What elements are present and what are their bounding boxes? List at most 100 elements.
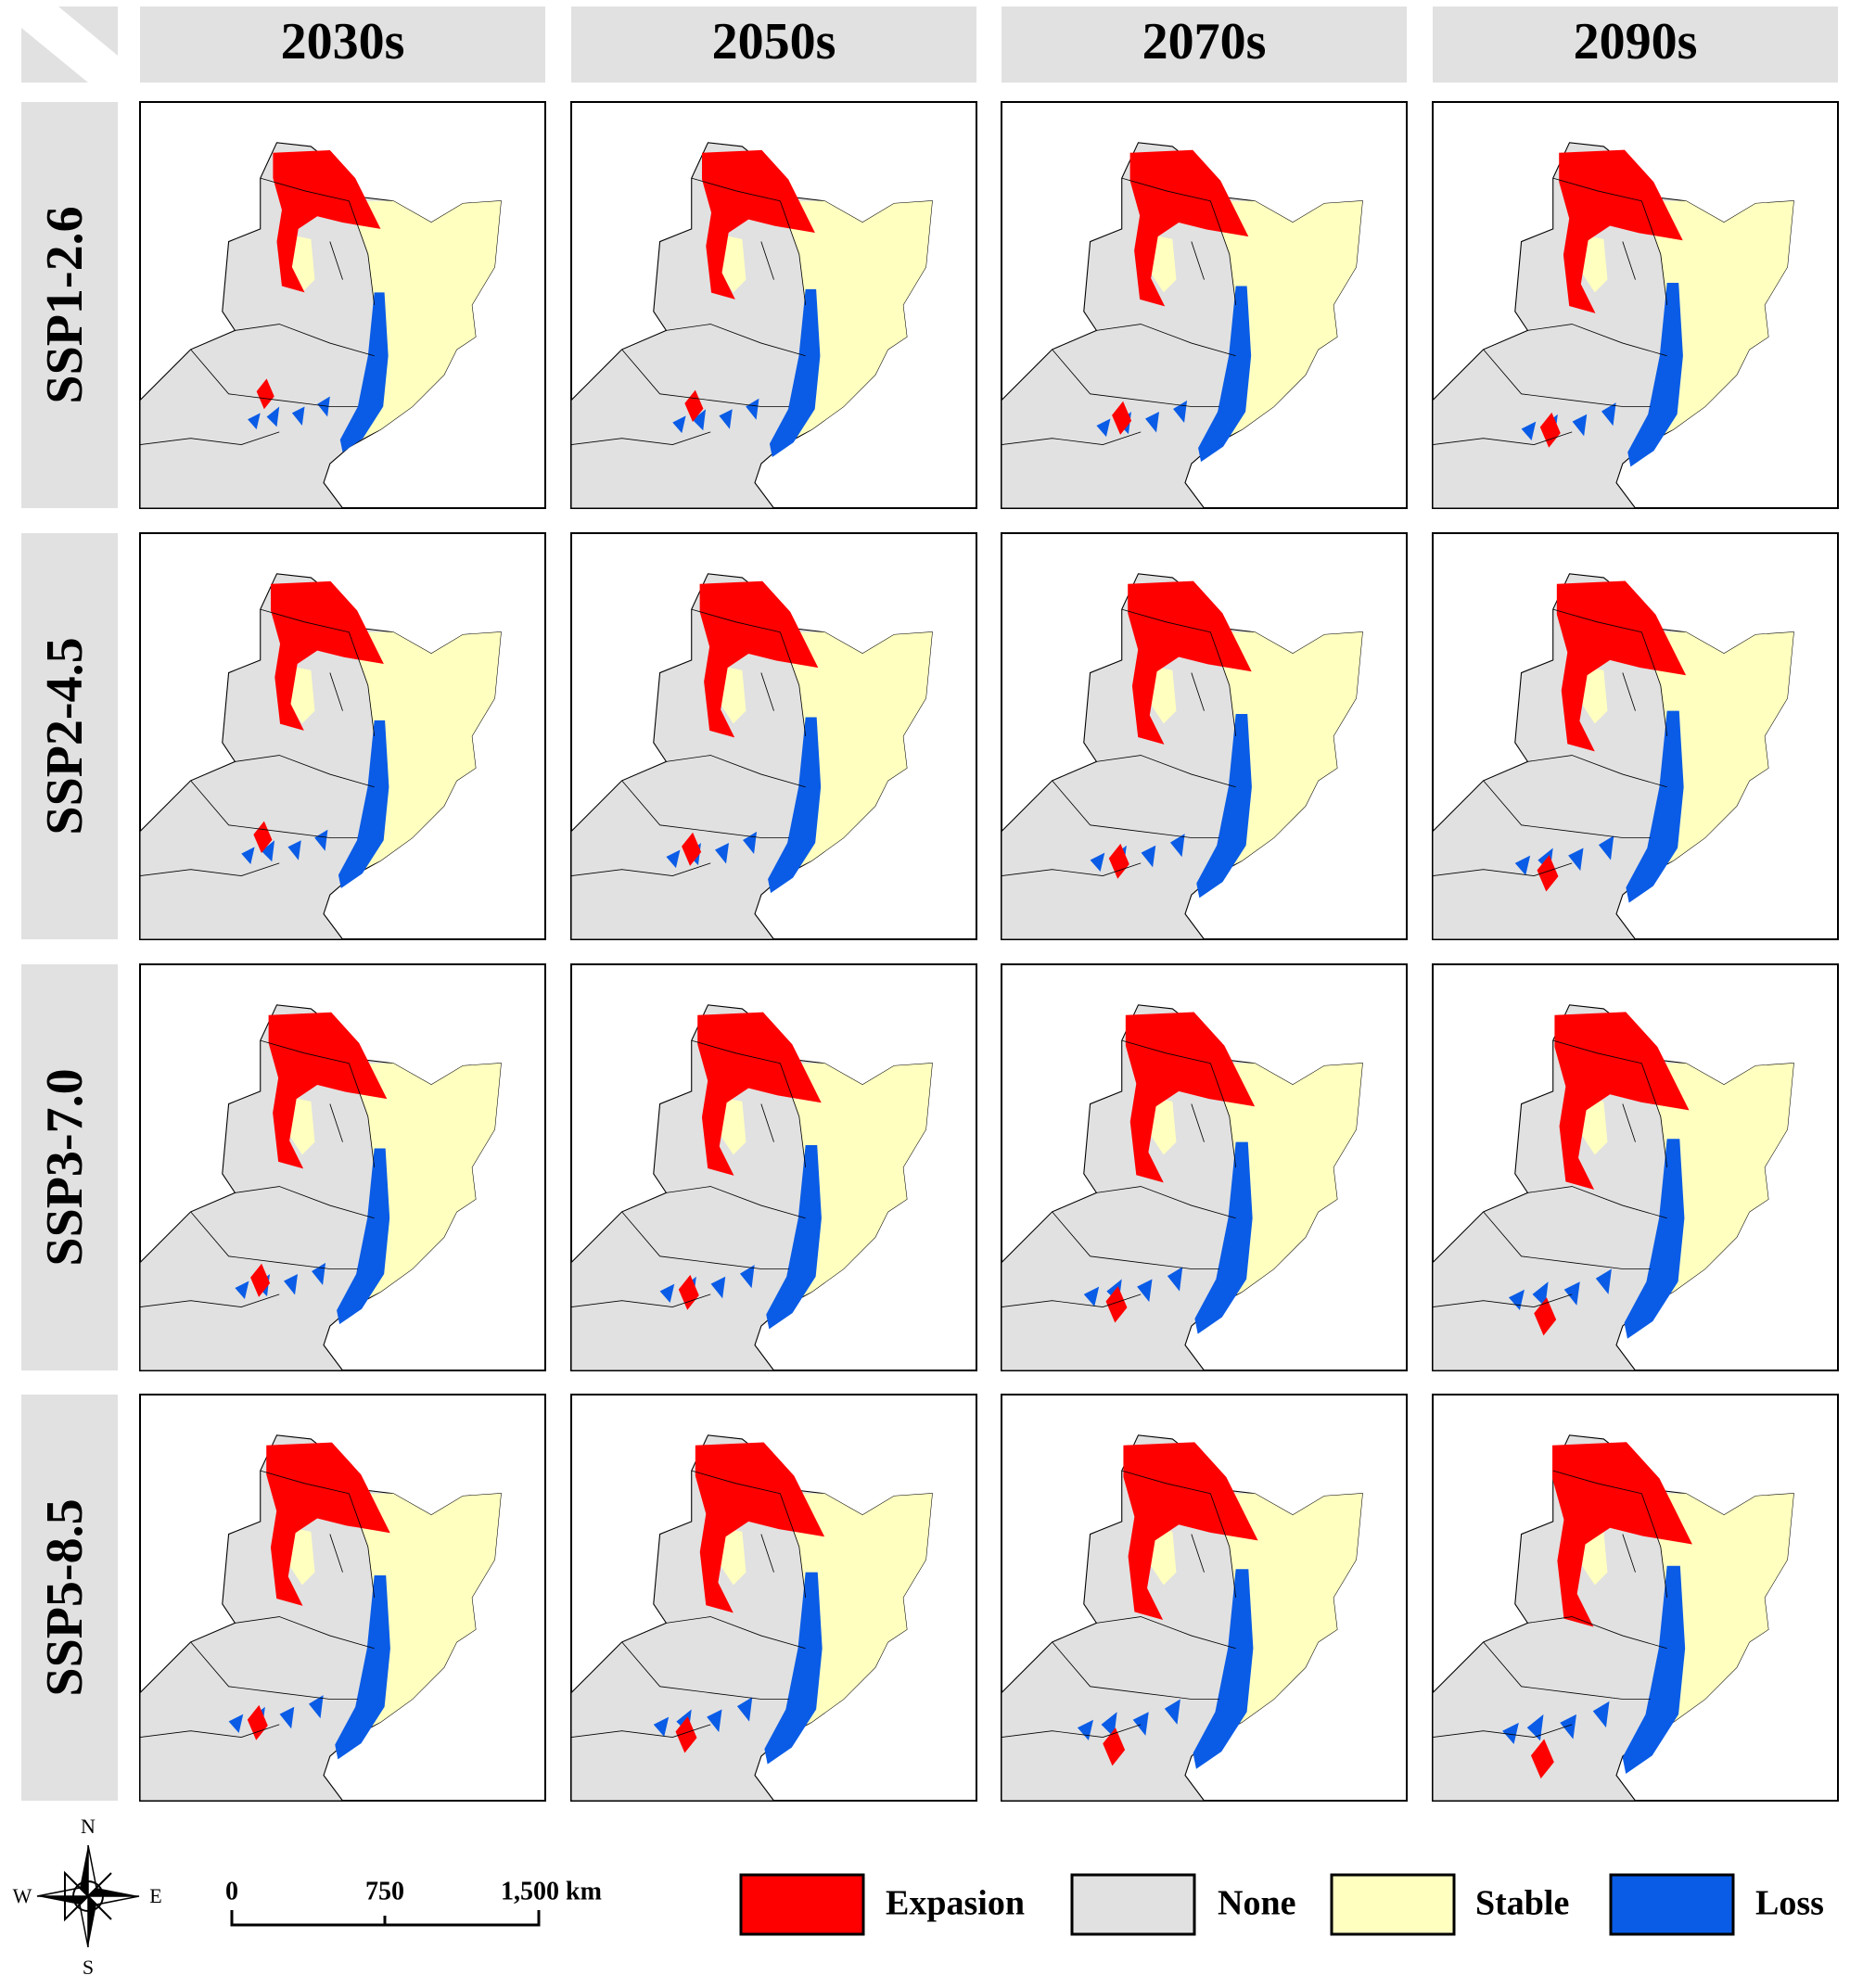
area-stable xyxy=(289,631,502,873)
area-loss xyxy=(672,288,821,457)
compass-north: N xyxy=(81,1815,96,1838)
area-stable xyxy=(1151,1063,1363,1305)
legend-swatch xyxy=(1609,1873,1735,1936)
province-border xyxy=(139,1039,376,1307)
map-panel xyxy=(570,963,977,1371)
area-loss xyxy=(1514,710,1684,903)
area-expansion xyxy=(682,580,819,866)
row-header: SSP3-7.0 xyxy=(36,1068,94,1266)
area-expansion xyxy=(684,149,815,423)
area-expansion xyxy=(256,150,381,410)
column-header: 2090s xyxy=(1574,13,1698,70)
area-expansion xyxy=(675,1442,825,1753)
area-stable xyxy=(721,200,933,442)
map xyxy=(1001,1434,1363,1802)
area-stable xyxy=(289,200,502,442)
legend-swatch xyxy=(1330,1873,1456,1936)
column-header: 2050s xyxy=(712,13,836,70)
province-border xyxy=(1001,177,1237,445)
area-stable xyxy=(1151,1493,1363,1735)
area-expansion xyxy=(1108,580,1252,879)
column-header-bg xyxy=(1433,6,1838,83)
column-header: 2030s xyxy=(281,13,405,70)
map-panel xyxy=(139,532,546,940)
province-border xyxy=(139,608,376,876)
map-panel xyxy=(139,1394,546,1802)
scale-bar: 0 750 1,500 km xyxy=(225,1877,602,1927)
area-stable xyxy=(721,631,933,873)
map xyxy=(1001,142,1363,509)
scale-label: 1,500 km xyxy=(501,1877,602,1905)
row-header: SSP1-2.6 xyxy=(36,206,94,403)
map xyxy=(570,573,933,940)
area-expansion xyxy=(1105,1012,1256,1323)
legend-label: None xyxy=(1218,1884,1295,1923)
row-header-bg xyxy=(21,964,118,1370)
map-panel xyxy=(1001,1394,1408,1802)
map-panel xyxy=(139,963,546,1371)
map-panel xyxy=(1001,532,1408,940)
area-loss xyxy=(1083,1141,1253,1334)
map xyxy=(1432,1434,1794,1802)
column-header: 2070s xyxy=(1142,13,1267,70)
row-header-bg xyxy=(21,533,118,939)
map-panel xyxy=(1432,963,1839,1371)
map xyxy=(570,1434,933,1802)
area-stable xyxy=(1582,631,1794,873)
map xyxy=(570,142,933,509)
area-stable xyxy=(721,1493,933,1735)
area-stable xyxy=(1151,631,1363,873)
map-panel xyxy=(570,1394,977,1802)
province-border xyxy=(1001,1039,1237,1307)
area-stable xyxy=(1582,1493,1794,1735)
area-stable xyxy=(1151,200,1363,442)
area-expansion xyxy=(1534,1012,1690,1336)
area-expansion xyxy=(678,1012,822,1310)
area-loss xyxy=(653,1572,823,1765)
compass-west: W xyxy=(13,1884,32,1907)
row-header-bg xyxy=(21,1395,118,1801)
province-border xyxy=(570,1470,807,1738)
map-panel xyxy=(1432,532,1839,940)
province-border xyxy=(1432,177,1668,445)
area-stable xyxy=(289,1493,502,1735)
column-header-bg xyxy=(140,6,545,83)
province-border xyxy=(139,177,376,445)
legend-swatch xyxy=(739,1873,865,1936)
province-border xyxy=(570,1039,807,1307)
province-border xyxy=(1001,1470,1237,1738)
province-border xyxy=(1001,608,1237,876)
row-header-bg xyxy=(21,102,118,508)
map-panel xyxy=(1432,1394,1839,1802)
area-expansion xyxy=(253,580,384,854)
map-panel xyxy=(1001,101,1408,509)
legend-label: Stable xyxy=(1475,1884,1569,1923)
area-expansion xyxy=(1530,1442,1692,1779)
map xyxy=(139,142,502,509)
map xyxy=(139,1004,502,1371)
row-header: SSP5-8.5 xyxy=(36,1498,94,1696)
area-expansion xyxy=(1112,149,1249,435)
map-panel xyxy=(1001,963,1408,1371)
map xyxy=(1432,573,1794,940)
map xyxy=(1001,573,1363,940)
compass-east: E xyxy=(149,1884,161,1907)
area-loss xyxy=(1502,1565,1686,1774)
area-expansion xyxy=(1537,580,1687,892)
corner-cell xyxy=(21,6,118,83)
area-expansion xyxy=(1539,149,1683,448)
compass: N S W E xyxy=(13,1815,162,1979)
province-border xyxy=(1432,608,1668,876)
map-panel xyxy=(570,532,977,940)
area-loss xyxy=(241,720,389,888)
province-border xyxy=(570,177,807,445)
area-stable xyxy=(1582,200,1794,442)
map-panel xyxy=(139,101,546,509)
area-expansion xyxy=(250,1012,388,1297)
scale-label: 0 xyxy=(225,1877,238,1905)
area-stable xyxy=(721,1063,933,1305)
scale-label: 750 xyxy=(365,1877,404,1905)
column-header-bg xyxy=(1002,6,1407,83)
map-panel xyxy=(570,101,977,509)
